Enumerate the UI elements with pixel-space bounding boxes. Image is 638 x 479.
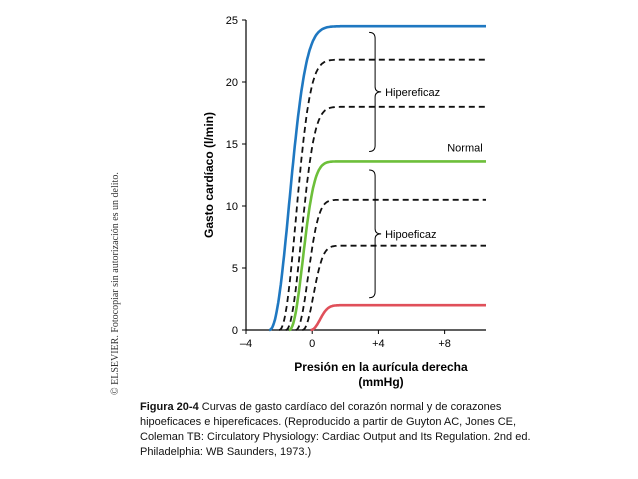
figure-caption: Figura 20-4 Curvas de gasto cardíaco del… [140, 400, 560, 460]
annotation-hipereficaz: Hipereficaz [385, 87, 440, 99]
y-tick-label: 20 [226, 77, 238, 89]
x-tick-label: +8 [438, 338, 451, 350]
curve-normal [288, 160, 486, 332]
figure-label: Figura 20-4 [140, 401, 199, 413]
x-tick-label: –4 [240, 338, 252, 350]
y-tick-label: 5 [232, 263, 238, 275]
y-tick-label: 0 [232, 325, 238, 337]
x-axis-unit: (mmHg) [358, 375, 403, 389]
y-axis-label: Gasto cardíaco (l/min) [202, 112, 216, 238]
x-tick-label: 0 [309, 338, 315, 350]
curve-hipoeficaz [295, 198, 486, 331]
x-tick-label: +4 [372, 338, 385, 350]
curve-hipoeficaz [310, 303, 486, 332]
annotation-normal: Normal [447, 142, 482, 154]
x-axis-label: Presión en la aurícula derecha [294, 360, 468, 374]
annotation-hipoeficaz: Hipoeficaz [385, 229, 436, 241]
curve-hipoeficaz [302, 244, 486, 331]
brace-hipoeficaz [369, 169, 382, 299]
curve-hipereficaz [269, 24, 486, 332]
copyright-note: © ELSEVIER. Fotocopiar sin autorización … [110, 172, 121, 395]
y-tick-label: 15 [226, 139, 238, 151]
y-tick-label: 25 [226, 15, 238, 27]
y-tick-label: 10 [226, 201, 238, 213]
brace-hipereficaz [369, 31, 382, 152]
caption-text: Curvas de gasto cardíaco del corazón nor… [140, 401, 531, 458]
curve-hipereficaz [285, 105, 486, 331]
curve-hipereficaz [278, 58, 486, 331]
